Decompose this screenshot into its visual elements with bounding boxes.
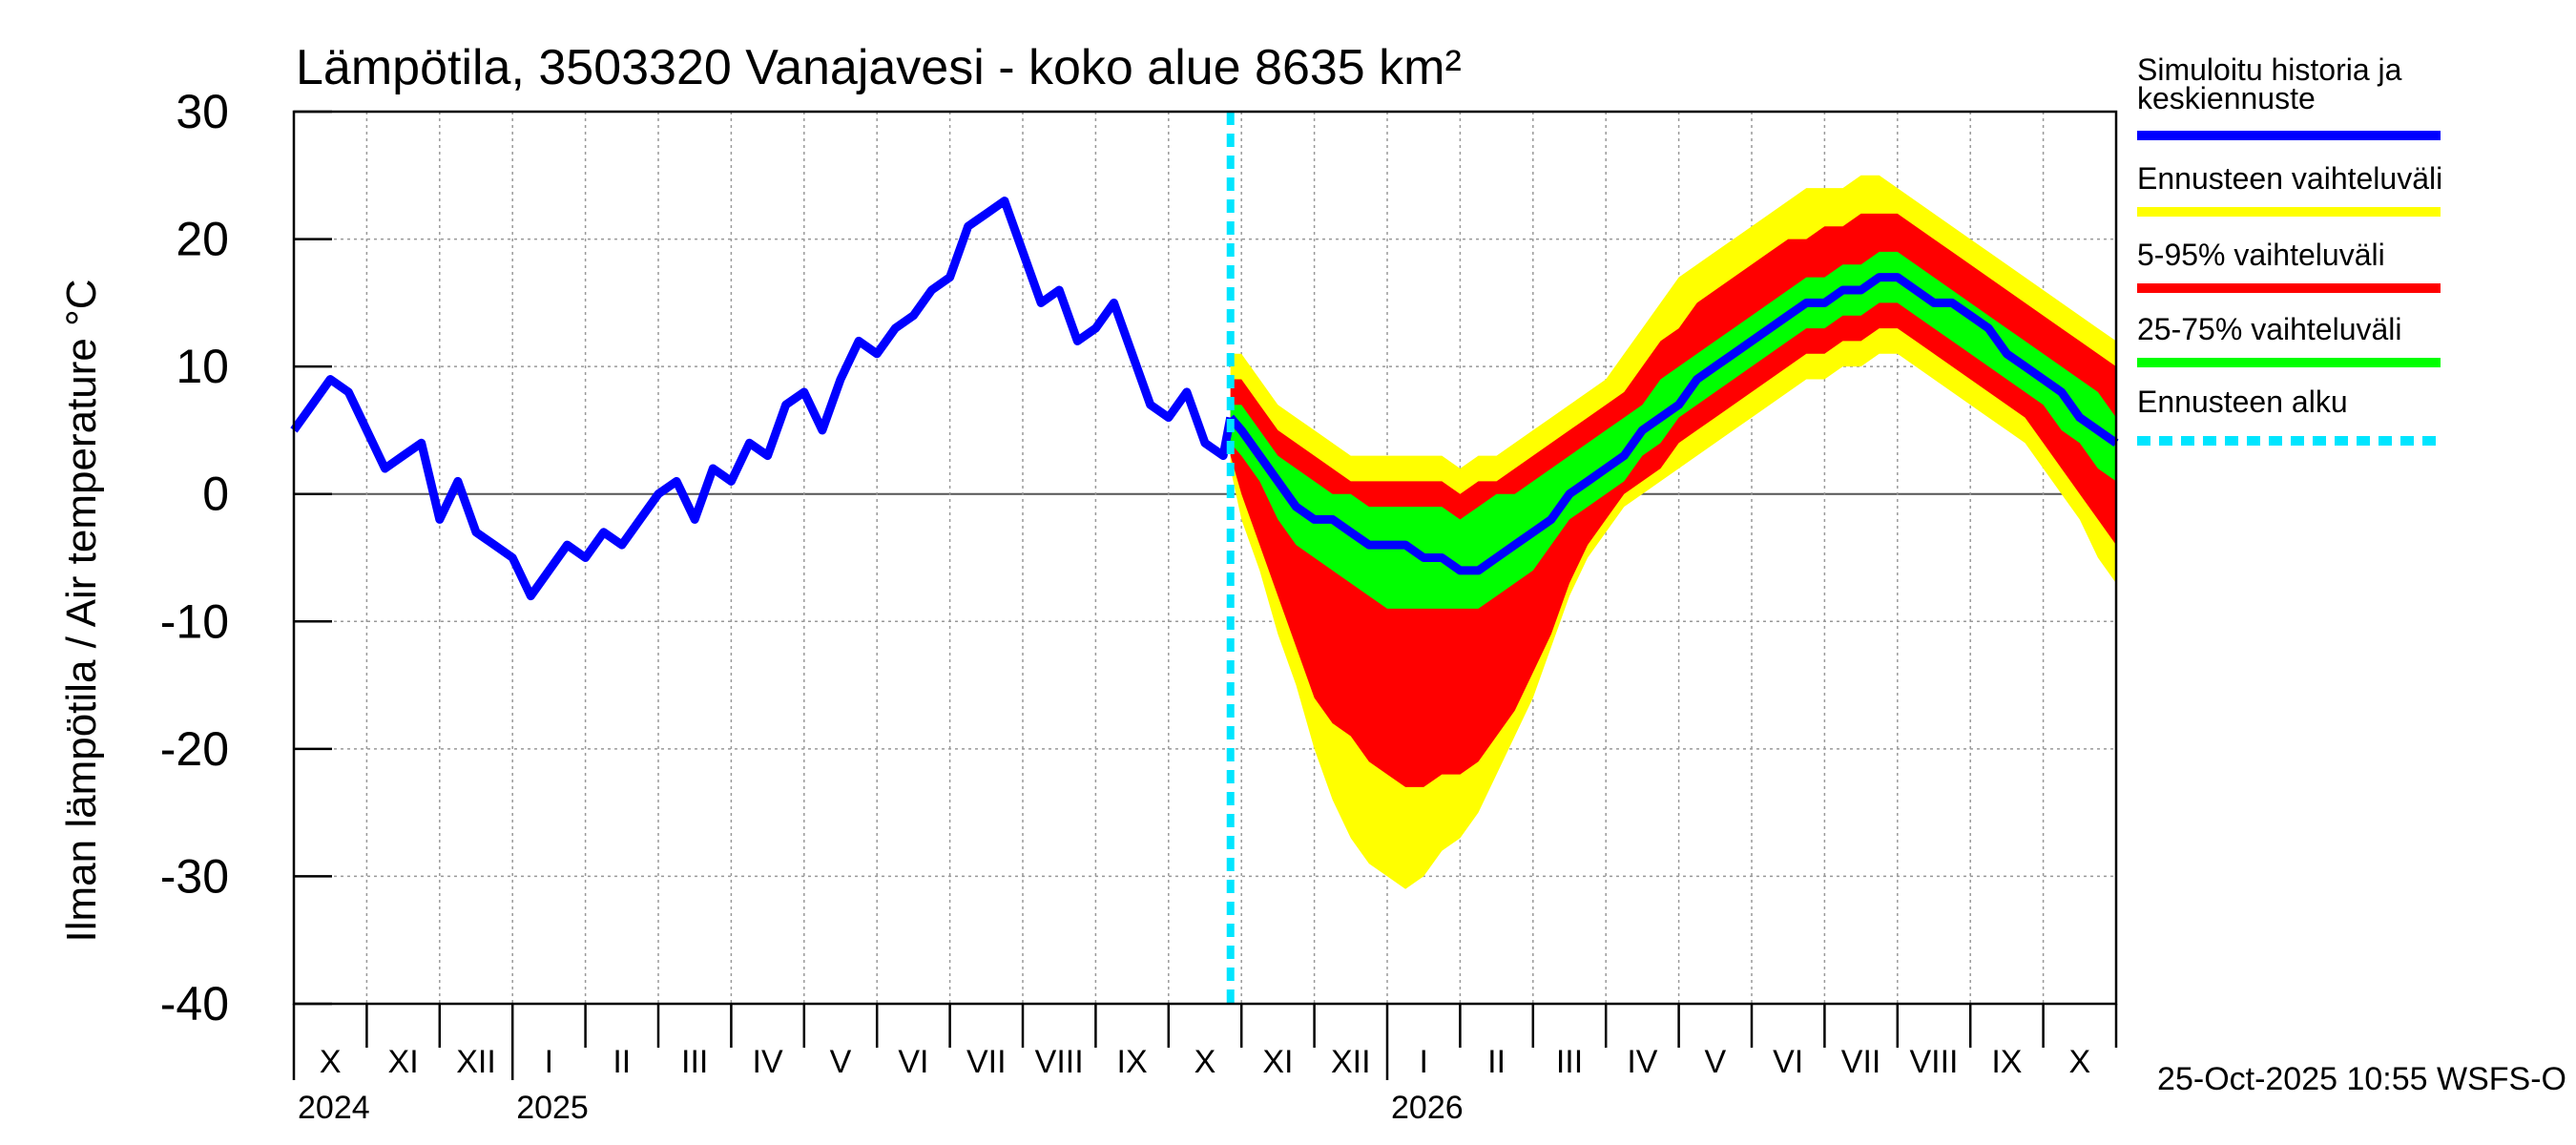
month-label: I [1419,1044,1427,1080]
y-tick-label: -40 [160,977,229,1030]
year-label: 2024 [298,1090,370,1126]
band-25-75 [1230,251,2116,609]
legend-label: Ennusteen alku [2137,385,2348,419]
month-label: IV [753,1044,783,1080]
month-label: V [1704,1044,1726,1080]
month-label: XII [1331,1044,1371,1080]
year-label: 2026 [1391,1090,1464,1126]
y-tick-label: -30 [160,849,229,903]
chart-title: Lämpötila, 3503320 Vanajavesi - koko alu… [296,40,1462,95]
month-label: XII [456,1044,496,1080]
footer-timestamp: 25-Oct-2025 10:55 WSFS-O [2157,1061,2566,1097]
band-5-95 [1230,213,2116,787]
month-label: X [320,1044,342,1080]
legend-label: Ennusteen vaihteluväli [2137,161,2442,196]
series-lines [290,112,2119,1004]
legend-label: 5-95% vaihteluväli [2137,238,2385,272]
month-label: VI [898,1044,928,1080]
month-label: VII [1841,1044,1881,1080]
month-label: V [830,1044,852,1080]
month-label: VIII [1909,1044,1958,1080]
axes [292,110,2118,1080]
month-label: I [545,1044,553,1080]
plot-frame [292,110,2118,1006]
month-label: XI [388,1044,419,1080]
y-tick-label: 0 [202,468,229,521]
y-tick-label: -10 [160,594,229,648]
month-label: III [681,1044,708,1080]
legend-label: Simuloitu historia ja [2137,52,2402,87]
month-label: II [613,1044,631,1080]
y-tick-label: 30 [176,85,229,138]
y-tick-label: -20 [160,722,229,776]
month-label: VII [966,1044,1007,1080]
month-label: IX [1117,1044,1148,1080]
month-label: XI [1262,1044,1293,1080]
year-label: 2025 [516,1090,589,1126]
month-label: VIII [1035,1044,1084,1080]
month-label: VI [1773,1044,1803,1080]
month-label: IX [1991,1044,2022,1080]
y-tick-labels: 30 20 10 0 -10 -20 -30 -40 [160,85,229,1030]
month-label: X [1195,1044,1216,1080]
legend-label: keskiennuste [2137,81,2316,115]
x-tick-labels: X XI XII I II III IV V VI VII VIII IX X XI XII I II III IV… [298,1044,2090,1126]
month-label: IV [1627,1044,1657,1080]
history-line [290,197,1236,601]
median-forecast-line [1227,273,2119,575]
legend-label: 25-75% vaihteluväli [2137,312,2402,346]
y-tick-label: 10 [176,340,229,393]
forecast-bands [1230,175,2116,889]
y-tick-label: 20 [176,213,229,266]
y-axis-label: Ilman lämpötila / Air temperature °C [58,280,105,943]
month-label: II [1487,1044,1506,1080]
month-label: X [2068,1044,2090,1080]
month-label: III [1556,1044,1583,1080]
